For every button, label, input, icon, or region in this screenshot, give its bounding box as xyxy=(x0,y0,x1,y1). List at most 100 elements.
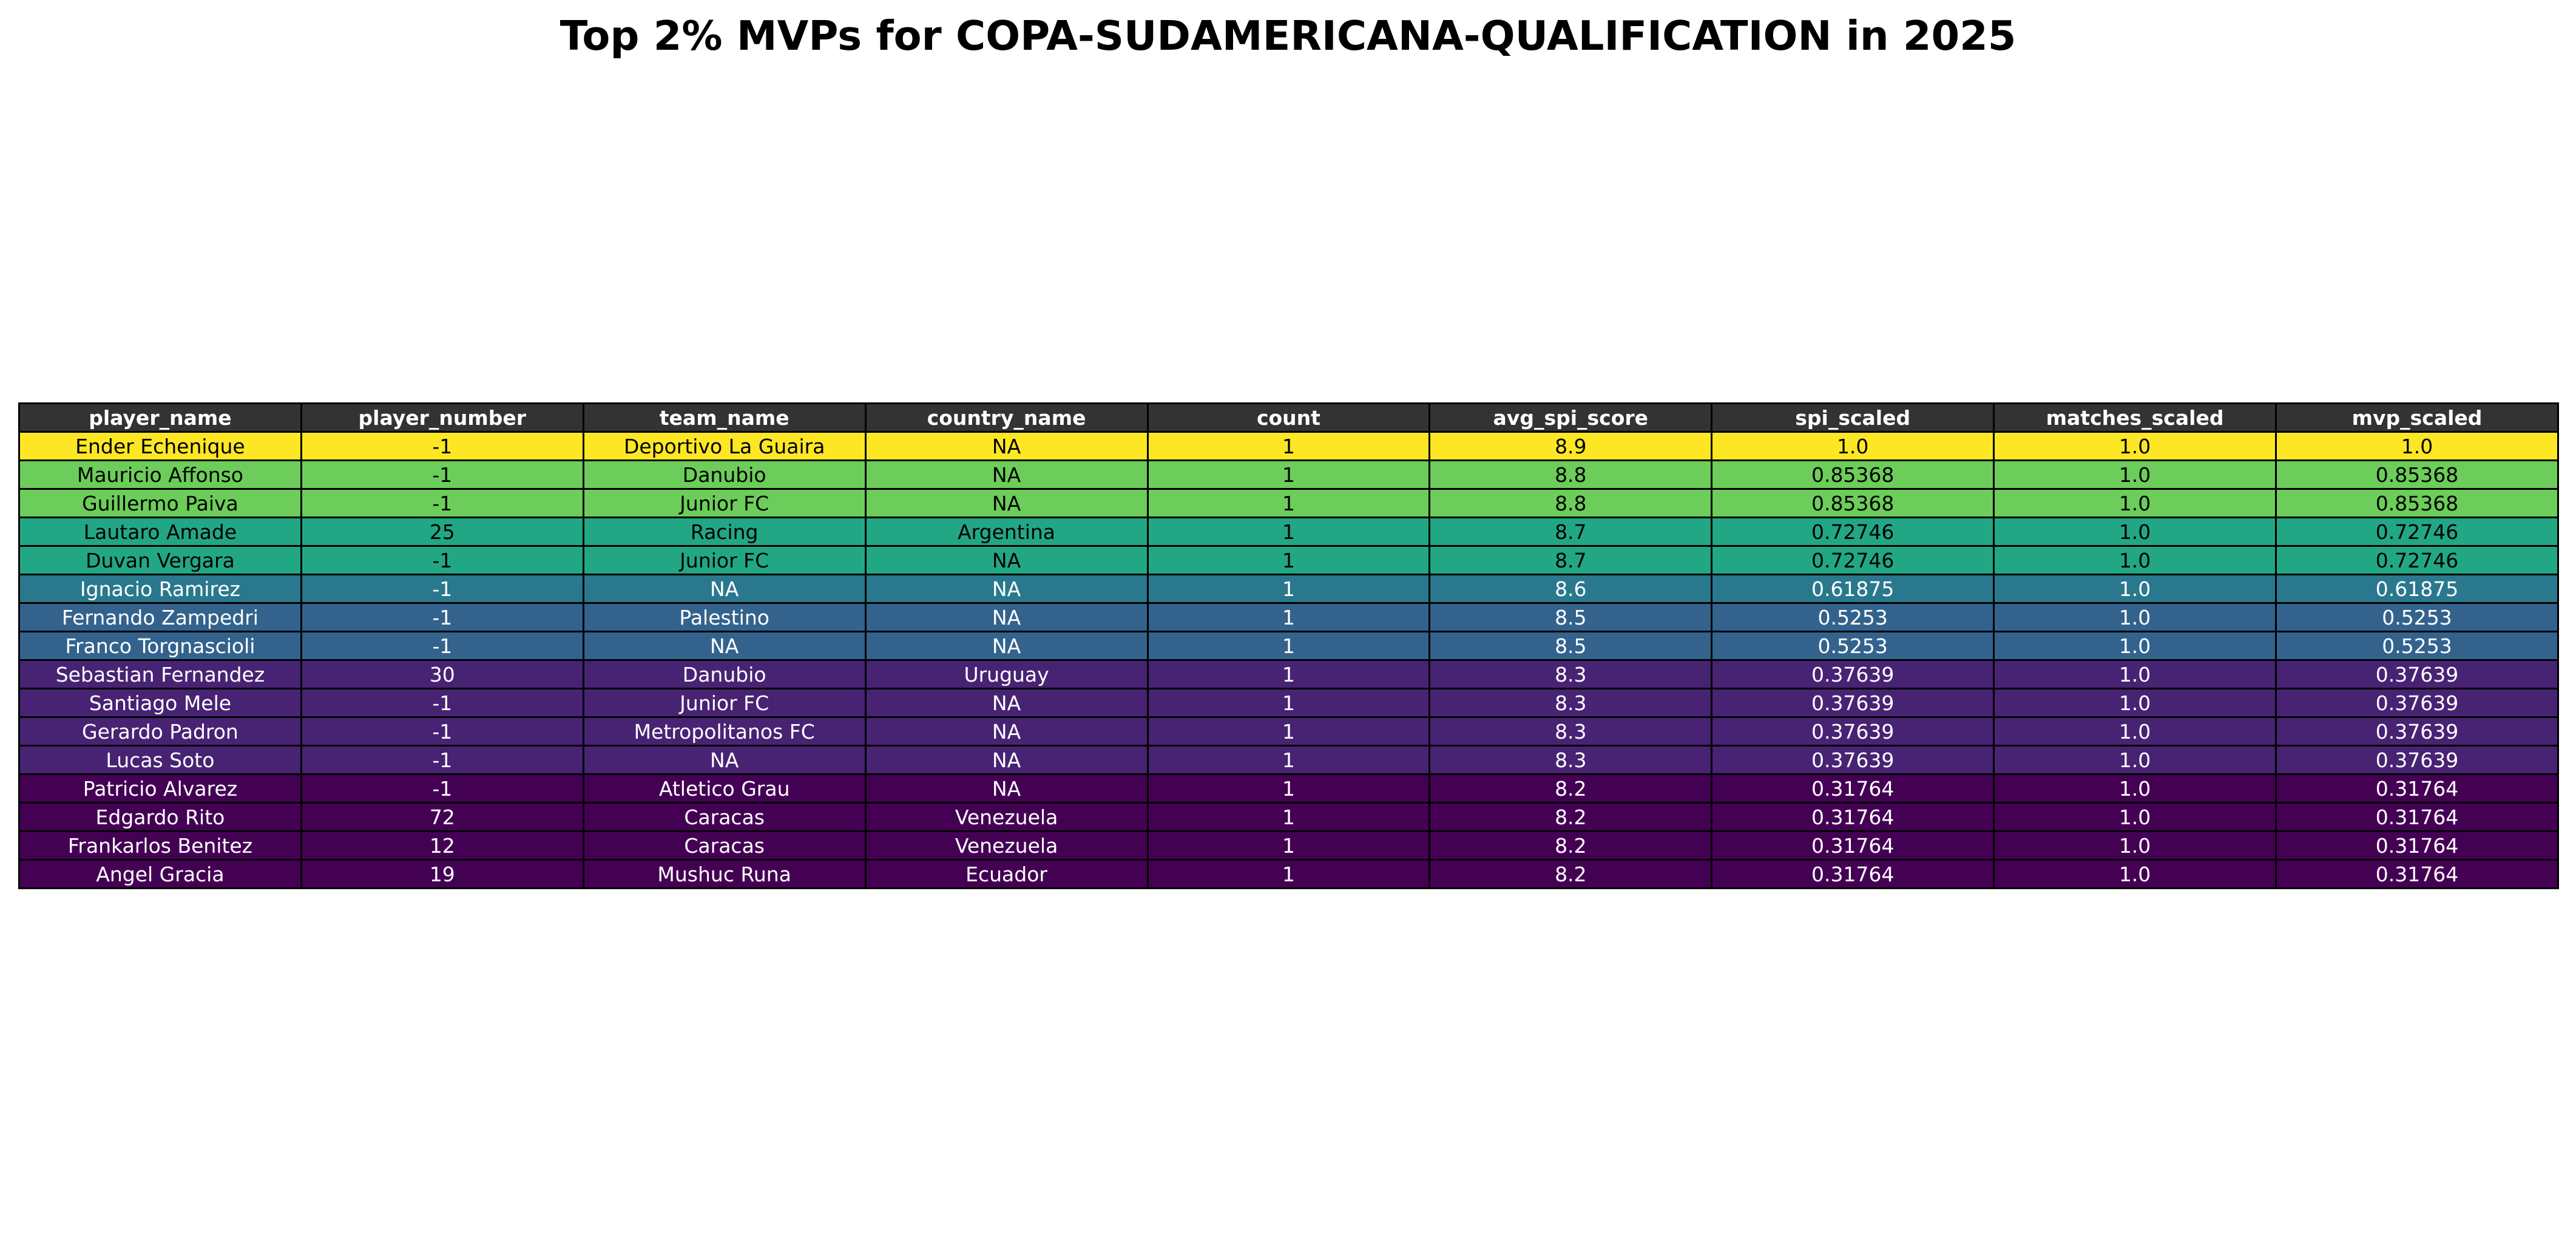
table-row: Patricio Alvarez -1 Atletico Grau NA 1 8.2 0.3… xyxy=(18,773,2559,804)
table-body: Ender Echenique -1 Deportivo La Guaira NA 1 8… xyxy=(18,431,2559,889)
table-cell-count: 1 xyxy=(1146,488,1431,518)
chart-title: Top 2% MVPs for COPA-SUDAMERICANA-QUALIF… xyxy=(559,12,2017,59)
table-cell-spi-scaled: 0.37639 xyxy=(1711,688,1995,718)
table-cell-matches-scaled: 1.0 xyxy=(1993,830,2277,861)
table-cell-avg-spi-score: 8.8 xyxy=(1428,459,1713,490)
table-cell-mvp-scaled: 0.31764 xyxy=(2275,859,2559,889)
table-cell-count: 1 xyxy=(1146,574,1431,604)
table-cell-count: 1 xyxy=(1146,602,1431,632)
table-cell-mvp-scaled: 0.37639 xyxy=(2275,688,2559,718)
table-cell-count: 1 xyxy=(1146,659,1431,689)
table-cell-player-name: Lucas Soto xyxy=(18,745,302,775)
table-row: Frankarlos Benitez 12 Caracas Venezuela 1 8.2… xyxy=(18,830,2559,861)
table-cell-matches-scaled: 1.0 xyxy=(1993,431,2277,461)
table-cell-country-name: NA xyxy=(864,488,1149,518)
table-cell-mvp-scaled: 0.5253 xyxy=(2275,631,2559,661)
column-header-avg-spi-score: avg_spi_score xyxy=(1428,402,1713,433)
table-cell-count: 1 xyxy=(1146,517,1431,547)
table-cell-mvp-scaled: 0.61875 xyxy=(2275,574,2559,604)
table-cell-player-number: -1 xyxy=(300,431,584,461)
table-cell-player-name: Gerardo Padron xyxy=(18,716,302,747)
table-cell-mvp-scaled: 0.37639 xyxy=(2275,659,2559,689)
table-cell-avg-spi-score: 8.2 xyxy=(1428,830,1713,861)
table-cell-player-name: Sebastian Fernandez xyxy=(18,659,302,689)
table-cell-player-number: 12 xyxy=(300,830,584,861)
table-cell-spi-scaled: 0.37639 xyxy=(1711,716,1995,747)
table-cell-country-name: NA xyxy=(864,631,1149,661)
table-cell-matches-scaled: 1.0 xyxy=(1993,745,2277,775)
table-cell-player-name: Ignacio Ramirez xyxy=(18,574,302,604)
table-cell-team-name: Atletico Grau xyxy=(582,773,867,804)
table-cell-matches-scaled: 1.0 xyxy=(1993,773,2277,804)
table-row: Gerardo Padron -1 Metropolitanos FC NA 1 8.3 0… xyxy=(18,716,2559,747)
table-cell-mvp-scaled: 0.37639 xyxy=(2275,745,2559,775)
table-cell-avg-spi-score: 8.7 xyxy=(1428,517,1713,547)
table-cell-player-name: Patricio Alvarez xyxy=(18,773,302,804)
table-cell-avg-spi-score: 8.6 xyxy=(1428,574,1713,604)
table-cell-spi-scaled: 0.85368 xyxy=(1711,459,1995,490)
table-cell-avg-spi-score: 8.8 xyxy=(1428,488,1713,518)
table-cell-matches-scaled: 1.0 xyxy=(1993,517,2277,547)
table-cell-team-name: Junior FC xyxy=(582,488,867,518)
table-cell-matches-scaled: 1.0 xyxy=(1993,545,2277,575)
table-cell-matches-scaled: 1.0 xyxy=(1993,602,2277,632)
table-cell-country-name: NA xyxy=(864,431,1149,461)
mvp-table: player_name player_number team_name country… xyxy=(18,402,2559,889)
table-cell-team-name: Racing xyxy=(582,517,867,547)
table-cell-player-number: 25 xyxy=(300,517,584,547)
table-row: Fernando Zampedri -1 Palestino NA 1 8.5 0.5253… xyxy=(18,602,2559,632)
table-cell-team-name: Caracas xyxy=(582,830,867,861)
column-header-spi-scaled: spi_scaled xyxy=(1711,402,1995,433)
table-cell-team-name: Deportivo La Guaira xyxy=(582,431,867,461)
table-cell-team-name: NA xyxy=(582,574,867,604)
table-cell-matches-scaled: 1.0 xyxy=(1993,488,2277,518)
table-row: Lucas Soto -1 NA NA 1 8.3 0.37639 1.0 0.37639 xyxy=(18,745,2559,775)
table-header-row: player_name player_number team_name country… xyxy=(18,402,2559,433)
table-cell-mvp-scaled: 0.72746 xyxy=(2275,517,2559,547)
table-cell-player-number: -1 xyxy=(300,459,584,490)
table-row: Mauricio Affonso -1 Danubio NA 1 8.8 0.85368 1.… xyxy=(18,459,2559,490)
table-cell-country-name: NA xyxy=(864,545,1149,575)
table-row: Angel Gracia 19 Mushuc Runa Ecuador 1 8.2 0.31… xyxy=(18,859,2559,889)
table-cell-mvp-scaled: 0.31764 xyxy=(2275,830,2559,861)
table-cell-country-name: Venezuela xyxy=(864,830,1149,861)
table-cell-avg-spi-score: 8.3 xyxy=(1428,745,1713,775)
table-cell-team-name: NA xyxy=(582,631,867,661)
table-cell-player-number: -1 xyxy=(300,488,584,518)
table-cell-count: 1 xyxy=(1146,830,1431,861)
table-cell-spi-scaled: 0.31764 xyxy=(1711,830,1995,861)
table-cell-count: 1 xyxy=(1146,802,1431,832)
table-cell-spi-scaled: 0.37639 xyxy=(1711,745,1995,775)
table-cell-country-name: NA xyxy=(864,688,1149,718)
table-cell-player-number: 30 xyxy=(300,659,584,689)
table-cell-spi-scaled: 0.85368 xyxy=(1711,488,1995,518)
table-cell-team-name: Danubio xyxy=(582,659,867,689)
table-cell-count: 1 xyxy=(1146,773,1431,804)
table-cell-player-number: -1 xyxy=(300,545,584,575)
table-cell-avg-spi-score: 8.5 xyxy=(1428,631,1713,661)
table-cell-mvp-scaled: 0.5253 xyxy=(2275,602,2559,632)
table-cell-player-number: -1 xyxy=(300,773,584,804)
table-row: Ignacio Ramirez -1 NA NA 1 8.6 0.61875 1.0 0.618… xyxy=(18,574,2559,604)
table-cell-spi-scaled: 0.5253 xyxy=(1711,631,1995,661)
table-cell-mvp-scaled: 0.37639 xyxy=(2275,716,2559,747)
column-header-country-name: country_name xyxy=(864,402,1149,433)
table-cell-mvp-scaled: 1.0 xyxy=(2275,431,2559,461)
table-cell-spi-scaled: 1.0 xyxy=(1711,431,1995,461)
table-cell-player-number: 72 xyxy=(300,802,584,832)
table-row: Sebastian Fernandez 30 Danubio Uruguay 1 8.3 0… xyxy=(18,659,2559,689)
table-cell-spi-scaled: 0.72746 xyxy=(1711,545,1995,575)
table-cell-player-name: Fernando Zampedri xyxy=(18,602,302,632)
table-cell-player-name: Santiago Mele xyxy=(18,688,302,718)
table-cell-country-name: NA xyxy=(864,745,1149,775)
table-cell-matches-scaled: 1.0 xyxy=(1993,802,2277,832)
table-cell-count: 1 xyxy=(1146,431,1431,461)
table-cell-team-name: NA xyxy=(582,745,867,775)
table-cell-country-name: NA xyxy=(864,574,1149,604)
table-cell-spi-scaled: 0.31764 xyxy=(1711,773,1995,804)
table-cell-player-number: 19 xyxy=(300,859,584,889)
column-header-player-number: player_number xyxy=(300,402,584,433)
column-header-player-name: player_name xyxy=(18,402,302,433)
table-row: Guillermo Paiva -1 Junior FC NA 1 8.8 0.85368 1… xyxy=(18,488,2559,518)
table-cell-country-name: Argentina xyxy=(864,517,1149,547)
